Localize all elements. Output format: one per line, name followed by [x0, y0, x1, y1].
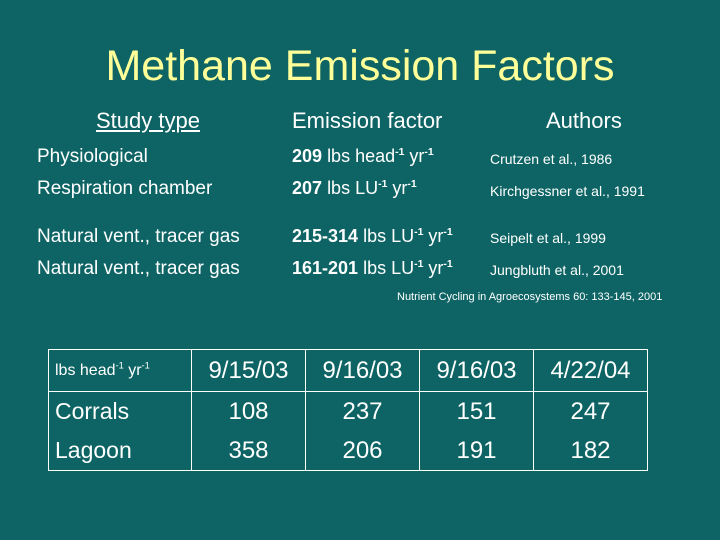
factor-value: 207: [292, 178, 323, 198]
factor-value: 209: [292, 146, 323, 166]
author-cell: Kirchgessner et al., 1991: [490, 183, 645, 199]
factor-exponent-2: -1: [443, 259, 453, 270]
table-cell: 247: [533, 391, 648, 431]
factor-unit: lbs LU: [363, 226, 415, 246]
emission-table: lbs head-1 yr-1 9/15/03 9/16/03 9/16/03 …: [48, 349, 648, 471]
author-cell: Seipelt et al., 1999: [490, 230, 606, 246]
date-header: 9/15/03: [191, 349, 306, 392]
table-row: Corrals 108 237 151 247: [48, 391, 648, 431]
table-cell: 237: [305, 391, 420, 431]
row-label: Corrals: [48, 391, 192, 431]
row-label: Lagoon: [48, 431, 192, 471]
factor-value: 215-314: [292, 226, 359, 246]
factor-exponent-2: -1: [407, 179, 417, 190]
table-header-row: lbs head-1 yr-1 9/15/03 9/16/03 9/16/03 …: [48, 349, 648, 392]
study-type-cell: Physiological: [37, 146, 148, 167]
author-cell: Jungbluth et al., 2001: [490, 262, 624, 278]
date-header: 4/22/04: [533, 349, 648, 392]
factor-exponent: -1: [378, 179, 388, 190]
factor-unit-2: yr: [404, 146, 425, 166]
factor-value: 161-201: [292, 258, 359, 278]
table-cell: 206: [305, 431, 420, 471]
unit-exponent-2: -1: [141, 360, 150, 371]
factor-exponent: -1: [414, 259, 424, 270]
table-cell: 182: [533, 431, 648, 471]
study-type-cell: Natural vent., tracer gas: [37, 226, 240, 247]
factor-exponent: -1: [395, 147, 405, 158]
table-row: Lagoon 358 206 191 182: [48, 431, 648, 471]
unit-label: lbs head: [55, 361, 116, 379]
unit-label-2: yr: [123, 361, 142, 379]
factor-unit-2: yr: [423, 226, 444, 246]
factor-unit: lbs LU: [327, 178, 379, 198]
factor-exponent-2: -1: [443, 227, 453, 238]
emission-factor-cell: 207 lbs LU-1 yr-1: [292, 178, 417, 199]
citation: Nutrient Cycling in Agroecosystems 60: 1…: [397, 291, 663, 303]
header-authors: Authors: [546, 108, 622, 133]
table-cell: 358: [191, 431, 306, 471]
table-cell: 151: [419, 391, 534, 431]
factor-unit: lbs head: [327, 146, 396, 166]
study-type-cell: Natural vent., tracer gas: [37, 258, 240, 279]
header-study-type: Study type: [96, 108, 200, 133]
table-cell: 191: [419, 431, 534, 471]
unit-exponent: -1: [115, 360, 124, 371]
study-type-cell: Respiration chamber: [37, 178, 213, 199]
table-cell: 108: [191, 391, 306, 431]
emission-factor-cell: 161-201 lbs LU-1 yr-1: [292, 258, 453, 279]
factor-exponent-2: -1: [424, 147, 434, 158]
factor-unit: lbs LU: [363, 258, 415, 278]
factor-exponent: -1: [414, 227, 424, 238]
factor-unit-2: yr: [423, 258, 444, 278]
date-header: 9/16/03: [419, 349, 534, 392]
emission-factor-cell: 209 lbs head-1 yr-1: [292, 146, 434, 167]
emission-factor-cell: 215-314 lbs LU-1 yr-1: [292, 226, 453, 247]
header-emission-factor: Emission factor: [292, 108, 443, 133]
author-cell: Crutzen et al., 1986: [490, 151, 613, 167]
date-header: 9/16/03: [305, 349, 420, 392]
slide-title: Methane Emission Factors: [105, 42, 615, 90]
unit-header-cell: lbs head-1 yr-1: [48, 349, 192, 392]
factor-unit-2: yr: [387, 178, 408, 198]
